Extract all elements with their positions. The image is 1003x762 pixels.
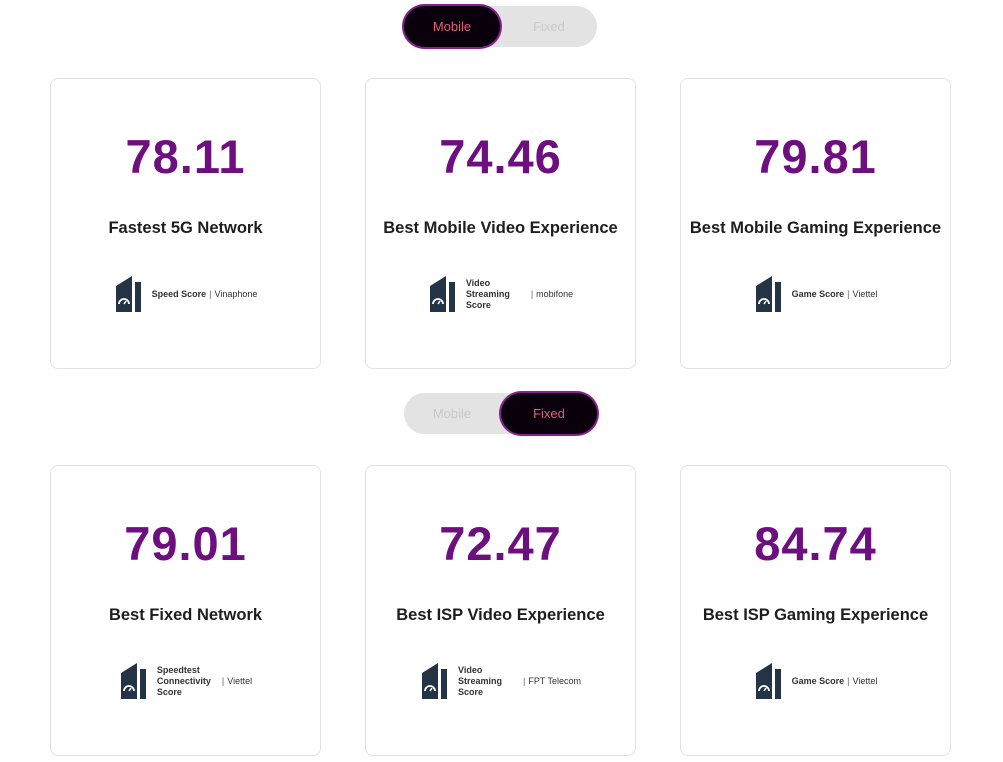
award-card: 72.47 Best ISP Video Experience Video St… <box>365 465 636 756</box>
separator: | <box>530 289 534 299</box>
mobile-fixed-toggle-bottom[interactable]: Mobile Fixed <box>404 393 597 434</box>
award-title: Best Mobile Gaming Experience <box>689 219 942 237</box>
award-title: Best ISP Video Experience <box>396 606 605 624</box>
award-title: Best Fixed Network <box>108 606 263 624</box>
separator: | <box>221 676 225 686</box>
award-provider: Speedtest Connectivity Score | Viettel <box>51 661 320 701</box>
award-score: 78.11 <box>125 130 246 183</box>
speedtest-award-icon <box>755 276 781 312</box>
provider-name: Viettel <box>852 676 878 686</box>
provider-name: Viettel <box>227 676 253 686</box>
metric-name: Speed Score <box>151 288 207 299</box>
award-card: 84.74 Best ISP Gaming Experience Game Sc… <box>680 465 951 756</box>
metric-name: Game Score <box>791 675 845 686</box>
speedtest-award-icon <box>115 276 141 312</box>
separator: | <box>522 676 526 686</box>
provider-name: FPT Telecom <box>528 676 582 686</box>
award-title: Best Mobile Video Experience <box>383 219 618 237</box>
toggle-mobile[interactable]: Mobile <box>404 6 500 47</box>
toggle-fixed[interactable]: Fixed <box>533 19 565 34</box>
metric-name: Speedtest Connectivity Score <box>156 664 211 697</box>
award-score: 74.46 <box>439 130 562 183</box>
mobile-fixed-toggle-top[interactable]: Mobile Fixed <box>404 6 597 47</box>
award-score: 84.74 <box>754 517 877 570</box>
separator: | <box>847 676 850 686</box>
award-card: 79.81 Best Mobile Gaming Experience Game… <box>680 78 951 369</box>
metric-name: Video Streaming Score <box>457 664 502 697</box>
metric-name: Game Score <box>791 288 845 299</box>
award-score: 72.47 <box>439 517 562 570</box>
award-card: 78.11 Fastest 5G Network Speed Score | V… <box>50 78 321 369</box>
award-provider: Speed Score | Vinaphone <box>51 274 320 314</box>
speedtest-award-icon <box>421 663 447 699</box>
award-score: 79.01 <box>124 517 247 570</box>
award-card: 79.01 Best Fixed Network Speedtest Conne… <box>50 465 321 756</box>
provider-name: Viettel <box>852 289 878 299</box>
toggle-mobile[interactable]: Mobile <box>432 406 472 421</box>
award-card: 74.46 Best Mobile Video Experience Video… <box>365 78 636 369</box>
award-provider: Game Score | Viettel <box>681 661 950 701</box>
speedtest-award-icon <box>755 663 781 699</box>
award-title: Fastest 5G Network <box>108 219 263 237</box>
separator: | <box>209 289 212 299</box>
speedtest-award-icon <box>120 663 146 699</box>
award-provider: Video Streaming Score | FPT Telecom <box>366 661 635 701</box>
provider-name: mobifone <box>536 289 574 299</box>
provider-name: Vinaphone <box>214 289 258 299</box>
award-score: 79.81 <box>754 130 877 183</box>
toggle-fixed[interactable]: Fixed <box>501 393 597 434</box>
award-provider: Game Score | Viettel <box>681 274 950 314</box>
award-provider: Video Streaming Score | mobifone <box>366 274 635 314</box>
metric-name: Video Streaming Score <box>465 277 510 310</box>
award-title: Best ISP Gaming Experience <box>702 606 929 624</box>
separator: | <box>847 289 850 299</box>
speedtest-award-icon <box>429 276 455 312</box>
